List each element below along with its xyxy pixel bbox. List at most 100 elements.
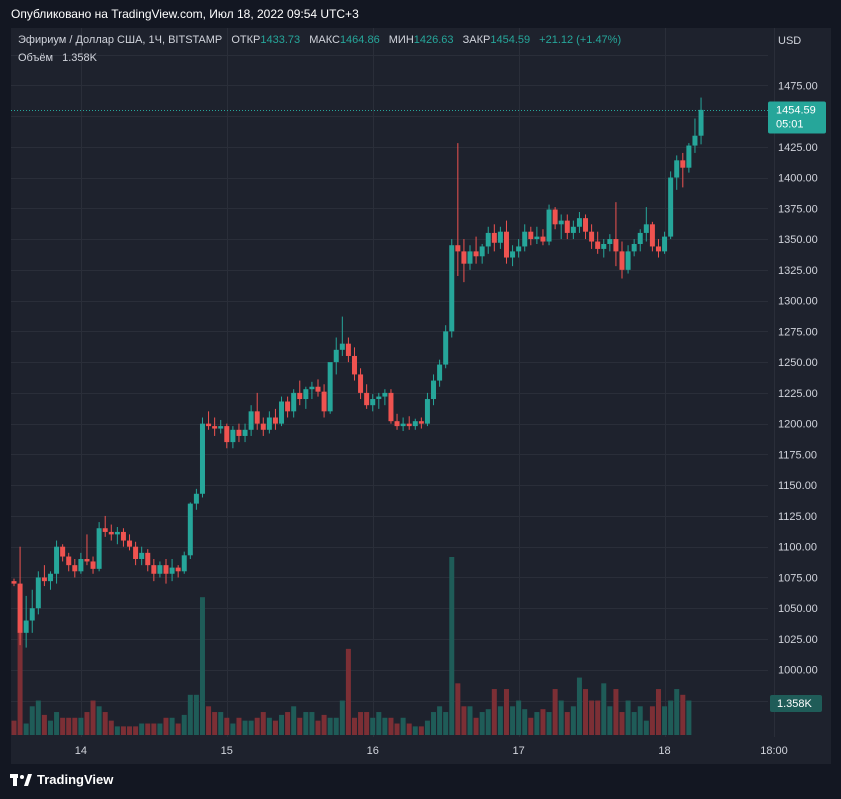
volume-bar: [199, 597, 205, 735]
candle-body: [11, 581, 17, 584]
volume-tag-value: 1.358K: [777, 698, 813, 710]
candle: [649, 221, 655, 252]
candle: [297, 380, 303, 406]
volume-bar: [370, 717, 376, 735]
volume-bar: [540, 709, 546, 735]
tradingview-logo-icon: [10, 773, 32, 786]
candle: [175, 565, 181, 578]
volume-bar: [583, 689, 589, 735]
candle-body: [558, 220, 564, 225]
candle: [637, 229, 643, 252]
symbol-label[interactable]: Эфириум / Доллар США, 1Ч, BITSTAMP: [18, 34, 223, 46]
volume-bar: [637, 706, 643, 735]
volume-bar: [589, 700, 595, 735]
close-label: ЗАКР: [462, 34, 491, 46]
tradingview-brand[interactable]: TradingView: [10, 772, 113, 787]
volume-bar: [169, 717, 175, 735]
volume-bar: [60, 717, 66, 735]
candle: [564, 214, 570, 240]
candle-body: [193, 493, 199, 504]
candle-body: [333, 349, 339, 363]
candle: [418, 417, 424, 429]
price-tick-label: 1375.00: [778, 203, 818, 215]
candle: [680, 152, 686, 188]
candle: [248, 405, 254, 436]
candle-body: [285, 401, 291, 412]
candle: [29, 589, 35, 633]
price-tick-label: 1050.00: [778, 603, 818, 615]
candle-body: [607, 239, 613, 244]
volume-bar: [649, 706, 655, 735]
price-tick-label: 1225.00: [778, 388, 818, 400]
candle: [151, 558, 157, 582]
candle-body: [455, 245, 461, 252]
candle: [388, 389, 394, 424]
volume-bar: [570, 706, 576, 735]
price-tick-label: 1475.00: [778, 80, 818, 92]
candle-body: [108, 531, 114, 535]
volume-bar: [662, 706, 668, 735]
candle-body: [637, 232, 643, 244]
candle: [491, 224, 497, 252]
volume-bar: [485, 709, 491, 735]
chart-panel[interactable]: [11, 28, 831, 764]
candle-body: [163, 565, 169, 574]
volume-bar: [327, 717, 333, 735]
candle-body: [260, 423, 266, 430]
volume-bar: [254, 717, 260, 735]
volume-bar: [576, 677, 582, 735]
candle-body: [242, 429, 248, 436]
candle-body: [497, 231, 503, 243]
volume-bar: [224, 717, 230, 735]
candle-body: [564, 220, 570, 233]
candle: [412, 418, 418, 430]
candle: [516, 239, 522, 258]
volume-bar: [133, 726, 139, 735]
candle-body: [47, 573, 53, 582]
time-tick-label: 18: [658, 745, 670, 757]
candle-body: [102, 528, 108, 532]
volume-bar: [607, 706, 613, 735]
candle-body: [674, 160, 680, 178]
candle-body: [35, 577, 41, 609]
candle-body: [139, 552, 145, 559]
volume-bar: [388, 717, 394, 735]
candle: [662, 231, 668, 254]
candle-body: [230, 429, 236, 443]
candle: [455, 143, 461, 276]
candle: [345, 337, 351, 363]
candle-body: [534, 236, 540, 240]
volume-bar: [655, 689, 661, 735]
candle: [382, 389, 388, 406]
candle: [66, 552, 72, 572]
candle-body: [17, 583, 23, 633]
volume-bar: [491, 689, 497, 735]
candle: [266, 411, 272, 434]
volume-bar: [376, 712, 382, 735]
candle: [236, 423, 242, 443]
candle-body: [418, 421, 424, 424]
candle: [41, 565, 47, 587]
candle: [169, 558, 175, 582]
candle-body: [698, 109, 704, 136]
candle: [364, 384, 370, 409]
volume-bar: [364, 712, 370, 735]
volume-tag-bg: [770, 695, 822, 712]
candle-body: [692, 135, 698, 146]
candle-body: [133, 546, 139, 559]
candle: [534, 226, 540, 244]
candle-body: [151, 565, 157, 574]
volume-bar: [418, 726, 424, 735]
candle: [120, 528, 126, 547]
volume-bar: [114, 726, 120, 735]
volume-bar: [619, 712, 625, 735]
volume-bar: [595, 700, 601, 735]
volume-legend: Объём 1.358K: [18, 52, 97, 64]
volume-bar: [151, 723, 157, 735]
volume-bar: [108, 720, 114, 735]
volume-bar: [564, 712, 570, 735]
candle: [485, 226, 491, 254]
volume-bar: [522, 709, 528, 735]
candle: [321, 384, 327, 418]
